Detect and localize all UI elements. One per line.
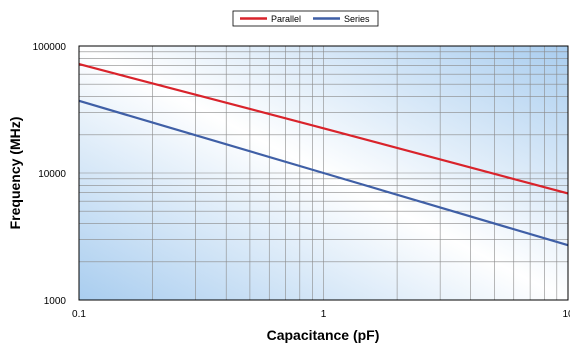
plot-border: [78, 45, 569, 301]
y-axis-title: Frequency (MHz): [7, 117, 23, 230]
series-line-parallel: [78, 63, 569, 195]
series-line-series: [78, 99, 569, 247]
y-tick-label: 1000: [44, 296, 67, 307]
legend-label-series: Series: [344, 14, 370, 24]
legend-box: [232, 10, 379, 27]
grid: [79, 46, 568, 300]
y-tick-label: 10000: [38, 169, 66, 180]
x-axis-ticks: 0.1 1 10: [72, 309, 570, 320]
x-tick-label: 1: [321, 309, 327, 320]
y-axis-ticks: 1000 10000 100000: [33, 42, 67, 307]
x-tick-label: 10: [562, 309, 570, 320]
x-tick-label: 0.1: [72, 309, 86, 320]
x-axis-title: Capacitance (pF): [267, 327, 380, 343]
legend: Parallel Series: [232, 10, 379, 27]
y-tick-label: 100000: [33, 42, 67, 53]
legend-label-parallel: Parallel: [271, 14, 301, 24]
series-lines: [78, 63, 569, 247]
